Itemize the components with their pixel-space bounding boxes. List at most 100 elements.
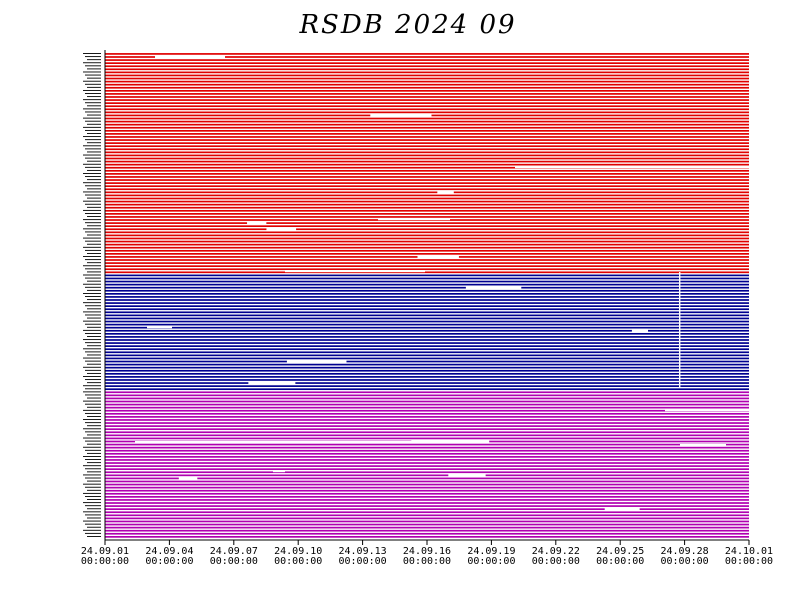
timeline-row — [105, 505, 749, 507]
row-label-mark — [83, 520, 101, 522]
timeline-row — [105, 259, 749, 261]
row-label-mark — [85, 351, 101, 353]
timeline-row — [105, 209, 749, 212]
row-label-mark — [87, 59, 101, 61]
timeline-row — [105, 486, 749, 489]
x-tick-date: 24.09.28 — [661, 546, 709, 557]
timeline-row — [105, 329, 749, 332]
timeline-row — [105, 176, 749, 178]
data-gap-vertical — [679, 272, 681, 388]
timeline-row — [105, 277, 749, 280]
timeline-row — [105, 77, 749, 80]
row-label-mark — [87, 243, 101, 245]
timeline-row — [105, 200, 749, 203]
row-label-mark — [83, 283, 101, 285]
row-label-mark — [85, 102, 101, 104]
row-label-mark — [87, 68, 101, 70]
timeline-row — [105, 520, 749, 523]
timeline-row — [105, 123, 749, 126]
row-label-mark — [87, 151, 101, 153]
timeline-row — [105, 496, 749, 498]
timeline-row — [105, 151, 749, 154]
timeline-row — [105, 59, 749, 61]
timeline-row — [105, 246, 749, 249]
timeline-row — [105, 465, 749, 467]
row-label-mark — [85, 403, 101, 405]
timeline-row — [105, 163, 749, 166]
row-label-mark — [83, 228, 101, 230]
row-label-mark — [83, 311, 101, 313]
row-label-mark — [83, 293, 101, 294]
row-label-mark — [85, 203, 101, 205]
x-tick-date: 24.09.04 — [145, 546, 193, 557]
timeline-row — [105, 142, 749, 144]
row-label-mark — [83, 80, 101, 82]
timeline-row — [105, 74, 749, 77]
row-label-mark — [85, 259, 101, 261]
timeline-row — [105, 443, 749, 446]
data-gap — [266, 227, 297, 231]
row-label-mark — [87, 216, 101, 218]
x-tick-time: 00:00:00 — [274, 556, 322, 567]
timeline-row — [105, 536, 749, 538]
row-label-mark — [87, 271, 101, 273]
data-gap — [378, 218, 450, 221]
row-label-mark — [85, 459, 101, 461]
timeline-row — [105, 379, 749, 381]
row-label-mark — [83, 329, 101, 331]
row-labels — [83, 53, 101, 537]
x-tick-date: 24.09.22 — [532, 546, 580, 557]
timeline-row — [105, 471, 749, 474]
row-label-mark — [87, 169, 101, 171]
row-label-mark — [83, 182, 101, 184]
row-label-mark — [85, 477, 101, 479]
data-gap — [465, 286, 522, 290]
row-label-mark — [85, 240, 101, 242]
row-label-mark — [87, 416, 101, 417]
data-gap — [155, 56, 225, 59]
timeline-row — [105, 320, 749, 323]
row-label-mark — [85, 74, 101, 76]
row-label-mark — [85, 139, 101, 141]
timeline-row — [105, 428, 749, 431]
row-label-mark — [83, 173, 101, 174]
timeline-row — [105, 108, 749, 111]
row-label-mark — [87, 105, 101, 107]
timeline-row — [105, 243, 749, 246]
timeline-row — [105, 517, 749, 520]
timeline-row — [105, 437, 749, 440]
timeline-row — [105, 222, 749, 224]
row-label-mark — [85, 394, 101, 396]
row-label-mark — [87, 114, 101, 116]
timeline-row — [105, 145, 749, 148]
row-label-mark — [87, 452, 101, 454]
data-gap — [247, 221, 267, 225]
timeline-row — [105, 160, 749, 163]
row-label-mark — [85, 532, 101, 534]
x-tick-time: 00:00:00 — [81, 556, 129, 567]
row-label-mark — [87, 326, 101, 328]
row-label-mark — [87, 179, 101, 181]
row-label-mark — [85, 111, 101, 113]
row-label-mark — [83, 117, 101, 119]
timeline-row — [105, 323, 749, 326]
row-label-mark — [87, 206, 101, 208]
x-tick-date: 24.09.19 — [467, 546, 515, 557]
x-tick-time: 00:00:00 — [339, 556, 387, 567]
row-label-mark — [83, 366, 101, 368]
row-label-mark — [85, 440, 101, 442]
timeline-row — [105, 194, 749, 197]
row-label-mark — [87, 425, 101, 427]
data-gap — [631, 329, 649, 333]
row-label-mark — [83, 465, 101, 467]
timeline-row — [105, 397, 749, 400]
row-label-mark — [85, 268, 101, 270]
row-label-mark — [87, 289, 101, 291]
timeline-row — [105, 271, 749, 274]
timeline-row — [105, 305, 749, 307]
row-label-mark — [85, 296, 101, 297]
timeline-row — [105, 117, 749, 120]
timeline-row — [105, 99, 749, 101]
timeline-row — [105, 283, 749, 286]
timeline-row — [105, 468, 749, 471]
